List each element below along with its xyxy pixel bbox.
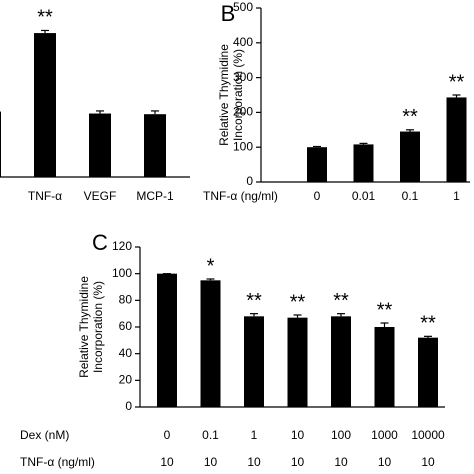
bar: [244, 316, 264, 407]
bar: [446, 97, 467, 182]
x-tick-label: MCP-1: [136, 189, 174, 203]
bar: [34, 33, 56, 178]
y-axis-label: Relative ThymidineIncorporation (%): [217, 44, 245, 146]
bar: [157, 273, 177, 407]
y-tick-label: 60: [119, 319, 133, 333]
y-tick-label: 40: [119, 346, 133, 360]
significance: **: [402, 106, 418, 128]
x-tick-label: 1000: [371, 428, 398, 442]
bar: [307, 147, 327, 182]
x-tick-label: 10: [247, 455, 261, 469]
x-tick-label: TNF-α: [28, 189, 62, 203]
row-label: Dex (nM): [20, 428, 69, 442]
x-tick-label: 10: [160, 455, 174, 469]
y-tick-label: 0: [125, 399, 132, 413]
y-tick-label: 200: [233, 105, 253, 119]
x-tick-label: 0.01: [352, 189, 376, 203]
significance: **: [37, 7, 53, 29]
bar: [287, 317, 308, 407]
significance: **: [449, 71, 465, 93]
bar: [353, 144, 374, 182]
x-tick-label: 0.1: [402, 189, 419, 203]
panel-label: C: [92, 230, 108, 255]
y-tick-label: 120: [112, 239, 132, 253]
y-tick-label: 80: [119, 293, 133, 307]
significance: **: [246, 290, 262, 312]
x-tick-label: 1: [453, 189, 460, 203]
x-axis-label: TNF-α (ng/ml): [203, 189, 278, 203]
x-tick-label: 0.1: [202, 428, 219, 442]
x-tick-label: 0: [164, 428, 171, 442]
bar: [331, 316, 351, 407]
x-tick-label: 10: [421, 455, 435, 469]
bar: [200, 280, 221, 407]
bar: [374, 327, 395, 407]
significance: **: [290, 291, 306, 313]
x-tick-label: 1: [251, 428, 258, 442]
x-tick-label: VEGF: [84, 189, 117, 203]
y-tick-label: 100: [112, 266, 132, 280]
x-tick-label: 0: [314, 189, 321, 203]
significance: **: [333, 290, 349, 312]
y-tick-label: 400: [233, 35, 253, 49]
x-tick-label: 10: [291, 428, 305, 442]
x-tick-label: 10: [378, 455, 392, 469]
bar: [144, 114, 166, 177]
bar: [0, 111, 1, 177]
y-tick-label: 500: [233, 0, 253, 14]
panel-label: B: [221, 1, 236, 26]
significance: **: [377, 299, 393, 321]
y-tick-label: 300: [233, 70, 253, 84]
bar: [418, 337, 438, 407]
bar: [89, 113, 111, 177]
y-tick-label: 0: [246, 174, 253, 188]
significance: *: [207, 255, 215, 277]
x-tick-label: 10: [291, 455, 305, 469]
significance: **: [420, 313, 436, 335]
bar: [400, 131, 420, 182]
x-tick-label: 10: [334, 455, 348, 469]
x-tick-label: 10000: [411, 428, 445, 442]
y-tick-label: 100: [233, 139, 253, 153]
y-tick-label: 20: [119, 373, 133, 387]
x-tick-label: 100: [331, 428, 351, 442]
x-tick-label: 10: [204, 455, 218, 469]
row-label: TNF-α (ng/ml): [20, 455, 95, 469]
y-axis-label: Relative ThymidineIncorporation (%): [77, 276, 105, 378]
